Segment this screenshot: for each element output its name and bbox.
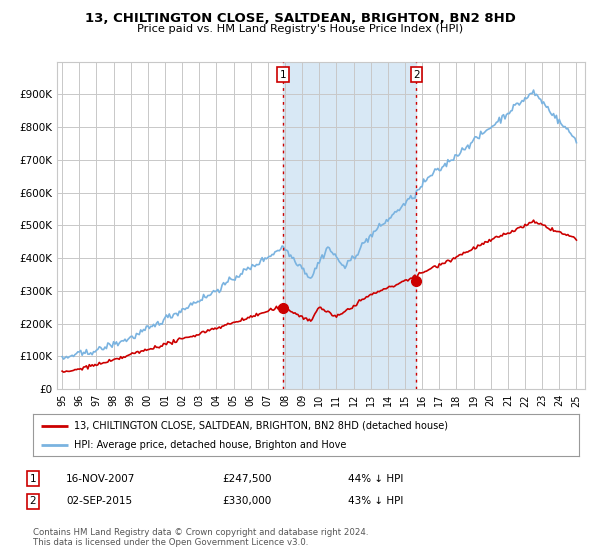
Text: 1: 1 [29, 474, 37, 484]
Text: 02-SEP-2015: 02-SEP-2015 [66, 496, 132, 506]
Text: HPI: Average price, detached house, Brighton and Hove: HPI: Average price, detached house, Brig… [74, 440, 346, 450]
Text: 2: 2 [413, 69, 420, 80]
Text: 43% ↓ HPI: 43% ↓ HPI [348, 496, 403, 506]
Text: 16-NOV-2007: 16-NOV-2007 [66, 474, 136, 484]
Text: £330,000: £330,000 [222, 496, 271, 506]
Text: 2: 2 [29, 496, 37, 506]
Text: £247,500: £247,500 [222, 474, 271, 484]
Text: 13, CHILTINGTON CLOSE, SALTDEAN, BRIGHTON, BN2 8HD: 13, CHILTINGTON CLOSE, SALTDEAN, BRIGHTO… [85, 12, 515, 25]
Text: 13, CHILTINGTON CLOSE, SALTDEAN, BRIGHTON, BN2 8HD (detached house): 13, CHILTINGTON CLOSE, SALTDEAN, BRIGHTO… [74, 421, 448, 431]
Text: 1: 1 [280, 69, 286, 80]
Bar [283, 62, 416, 389]
Text: Contains HM Land Registry data © Crown copyright and database right 2024.
This d: Contains HM Land Registry data © Crown c… [33, 528, 368, 547]
Text: Price paid vs. HM Land Registry's House Price Index (HPI): Price paid vs. HM Land Registry's House … [137, 24, 463, 34]
Text: 44% ↓ HPI: 44% ↓ HPI [348, 474, 403, 484]
